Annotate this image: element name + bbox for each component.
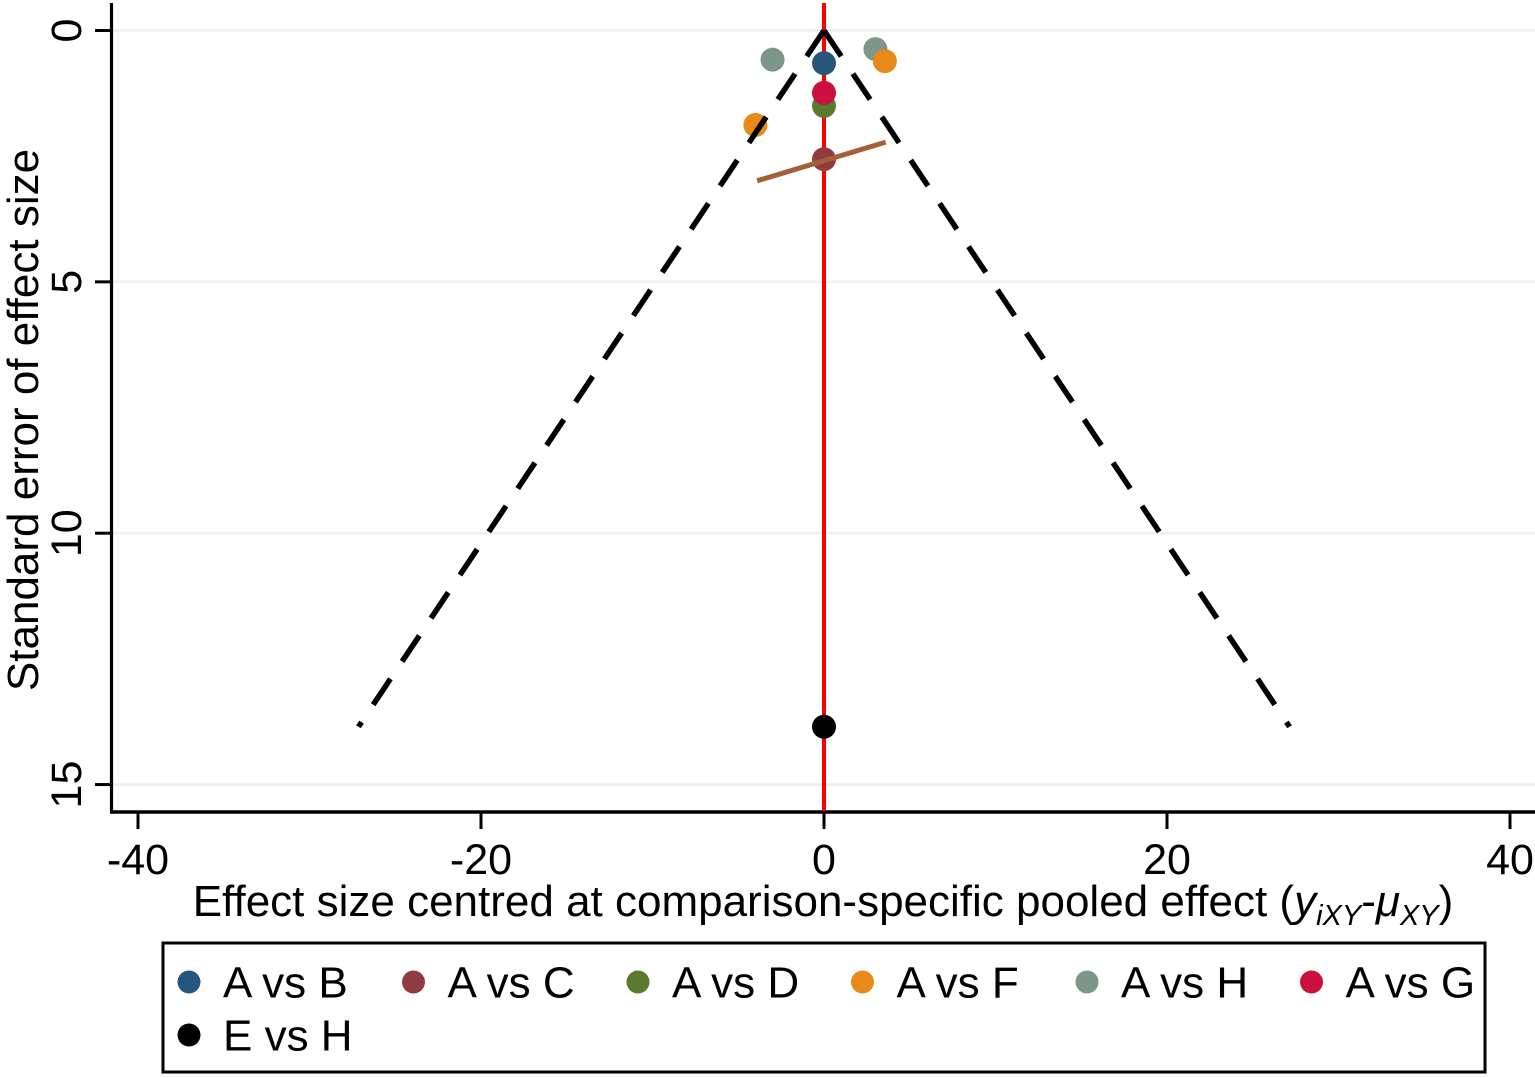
axis-ticks: 0 5 10 15 -40 -20 0 20 40	[43, 19, 1534, 884]
legend-label-a-vs-c: A vs C	[448, 959, 575, 1008]
y-tick-label-10: 10	[43, 509, 91, 557]
legend-item-a-vs-g: A vs G	[1300, 959, 1475, 1008]
x-axis-title-var1: y	[1291, 877, 1319, 926]
x-axis-title-sub2: XY	[1399, 900, 1441, 932]
legend-marker-a-vs-h	[1075, 970, 1099, 994]
x-tick-label-0: 0	[812, 836, 836, 884]
legend-item-a-vs-h: A vs H	[1075, 959, 1248, 1008]
legend-marker-e-vs-h	[177, 1023, 201, 1047]
legend-label-a-vs-f: A vs F	[897, 959, 1019, 1008]
legend-item-a-vs-d: A vs D	[626, 959, 799, 1008]
point-a-vs-b	[812, 51, 836, 76]
point-a-vs-g	[812, 80, 836, 105]
funnel-line-left	[356, 28, 827, 729]
legend-marker-a-vs-f	[851, 970, 874, 994]
x-tick-label-20: 20	[1143, 836, 1191, 884]
regression-line	[756, 139, 887, 184]
legend-label-a-vs-g: A vs G	[1346, 959, 1476, 1008]
funnel-line-right	[821, 28, 1292, 729]
y-tick-label-5: 5	[43, 270, 91, 294]
x-axis-title-sub1: iXY	[1316, 900, 1364, 932]
legend-item-a-vs-c: A vs C	[402, 959, 575, 1008]
legend-label-a-vs-b: A vs B	[223, 959, 348, 1008]
legend-label-a-vs-h: A vs H	[1121, 959, 1248, 1008]
x-axis-title-prefix: Effect size centred at comparison-specif…	[193, 877, 1295, 926]
y-tick-label-0: 0	[43, 19, 91, 43]
legend-item-a-vs-f: A vs F	[851, 959, 1019, 1008]
x-tick-label--40: -40	[107, 836, 169, 884]
legend-marker-a-vs-b	[177, 970, 201, 994]
legend: A vs B A vs C A vs D A vs F A vs H A vs G E vs…	[177, 959, 1475, 1061]
legend-item-a-vs-b: A vs B	[177, 959, 348, 1008]
plot-series	[356, 3, 1292, 811]
x-tick-label-40: 40	[1486, 836, 1534, 884]
legend-item-e-vs-h: E vs H	[177, 1012, 353, 1061]
x-axis-title-suffix: )	[1439, 877, 1454, 926]
legend-box	[161, 941, 1487, 1074]
x-axis-title-op: -	[1361, 877, 1376, 926]
point-e-vs-h	[812, 714, 836, 739]
point-a-vs-f	[872, 49, 897, 74]
legend-marker-a-vs-g	[1300, 970, 1323, 994]
y-tick-label-15: 15	[43, 761, 91, 809]
x-axis-title: Effect size centred at comparison-specif…	[193, 877, 1454, 932]
x-axis-title-var2: μ	[1375, 877, 1400, 926]
legend-marker-a-vs-d	[626, 970, 650, 994]
legend-label-e-vs-h: E vs H	[223, 1012, 353, 1061]
legend-marker-a-vs-c	[402, 970, 425, 994]
point-a-vs-f	[743, 113, 768, 138]
y-axis-title: Standard error of effect size	[0, 149, 48, 691]
point-a-vs-h	[760, 47, 785, 72]
legend-label-a-vs-d: A vs D	[672, 959, 799, 1008]
x-tick-label--20: -20	[450, 836, 512, 884]
